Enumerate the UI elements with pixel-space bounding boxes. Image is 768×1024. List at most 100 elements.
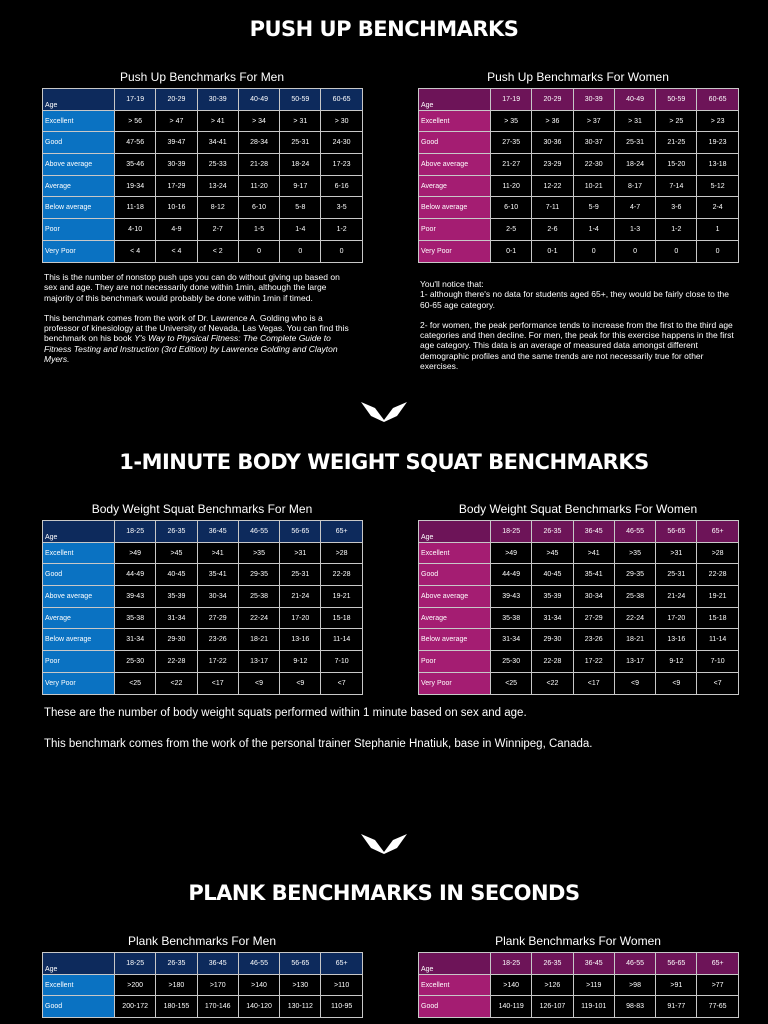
age-group-cell: 26-35 [531,520,574,543]
benchmark-cell: < 2 [196,239,239,263]
table-row: Poor 25-30 22-28 17-22 13-17 9-12 7-10 [42,650,363,673]
age-group-cell: 46-55 [237,520,281,543]
rating-label: Poor [418,218,491,241]
pushup-left-para-2-plain: This benchmark comes from the work of Dr… [44,312,349,344]
age-group-cell: 56-65 [279,952,322,975]
age-group-cell: 17-19 [113,88,157,111]
rating-label: Good [418,563,491,587]
benchmark-cell: 22-24 [613,606,657,630]
benchmark-cell: 35-38 [113,606,157,630]
table-row: Average 35-38 31-34 27-29 22-24 17-20 15-18 [418,606,739,630]
rating-label: Excellent [418,541,491,565]
age-group-cell: 60-65 [320,88,363,111]
benchmark-cell: >140 [237,973,281,997]
table-row: Excellent >49 >45 >41 >35 >31 >28 [418,541,739,565]
benchmark-cell: > 56 [113,109,157,133]
table-row: Excellent >49 >45 >41 >35 >31 >28 [42,541,363,565]
benchmark-cell: 9-12 [655,650,698,673]
benchmark-cell: >31 [655,541,698,565]
benchmark-cell: 28-34 [237,131,281,155]
benchmark-cell: 31-34 [531,606,574,630]
benchmark-cell: 13-24 [196,174,239,198]
rating-label: Above average [42,585,115,608]
benchmark-cell: 0 [572,239,615,263]
benchmark-cell: 140-119 [489,995,533,1019]
benchmark-cell: 11-18 [113,196,157,220]
benchmark-cell: > 35 [489,109,533,133]
benchmark-cell: >41 [196,541,239,565]
benchmark-cell: 22-30 [572,153,615,176]
age-group-cell: 50-59 [279,88,322,111]
age-group-cell: 50-59 [655,88,698,111]
age-label: Age [42,88,115,111]
plank-men-caption: Plank Benchmarks For Men [127,934,277,948]
squat-title: 1-MINUTE BODY WEIGHT SQUAT BENCHMARKS [119,450,649,474]
benchmark-cell: 2-7 [196,218,239,241]
pushup-right-para-1: You'll notice that: [420,279,484,289]
benchmark-cell: 27-29 [572,606,615,630]
benchmark-cell: 1-2 [655,218,698,241]
benchmark-cell: 24-30 [320,131,363,155]
benchmark-cell: > 31 [613,109,657,133]
rating-label: Excellent [42,541,115,565]
rating-label: Below average [418,628,491,652]
table-row: Good 47-56 39-47 34-41 28-34 25-31 24-30 [42,131,363,155]
rating-label: Good [418,995,491,1019]
benchmark-cell: >31 [279,541,322,565]
benchmark-cell: 35-41 [572,563,615,587]
table-row: Below average 31-34 29-30 23-26 18-21 13-16 11… [418,628,739,652]
table-row: Very Poor <25 <22 <17 <9 <9 <7 [418,671,739,695]
table-row: Below average 11-18 10-16 8-12 6-10 5-8 3-5 [42,196,363,220]
chevron-logo-icon [361,402,407,422]
benchmark-cell: 11-20 [489,174,533,198]
benchmark-cell: <9 [613,671,657,695]
rating-label: Good [42,563,115,587]
rating-label: Good [42,131,115,155]
benchmark-cell: 21-24 [655,585,698,608]
benchmark-cell: > 25 [655,109,698,133]
benchmark-cell: 11-20 [237,174,281,198]
table-row: Average 19-34 17-29 13-24 11-20 9-17 6-16 [42,174,363,198]
benchmark-cell: 13-18 [696,153,739,176]
benchmark-cell: 29-30 [155,628,198,652]
benchmark-cell: 35-39 [531,585,574,608]
benchmark-cell: >77 [696,973,739,997]
benchmark-cell: 1-2 [320,218,363,241]
benchmark-cell: 23-29 [531,153,574,176]
benchmark-cell: 13-16 [279,628,322,652]
benchmark-cell: 31-34 [155,606,198,630]
table-row: Poor 2-5 2-6 1-4 1-3 1-2 1 [418,218,739,241]
benchmark-cell: 119-101 [572,995,615,1019]
benchmark-cell: 7-14 [655,174,698,198]
benchmark-cell: >126 [531,973,574,997]
benchmark-cell: 21-25 [655,131,698,155]
table-row: Good 140-119 126-107 119-101 98-83 91-77 77-65 [418,995,739,1019]
benchmark-cell: 18-21 [613,628,657,652]
pushup-left-para-1: This is the number of nonstop push ups y… [44,272,340,303]
rating-label: Below average [42,628,115,652]
benchmark-cell: >119 [572,973,615,997]
benchmark-cell: 39-47 [155,131,198,155]
benchmark-cell: <22 [531,671,574,695]
benchmark-cell: 11-14 [320,628,363,652]
rating-label: Good [42,995,115,1019]
benchmark-cell: 5-9 [572,196,615,220]
plank-women-caption: Plank Benchmarks For Women [495,934,661,948]
benchmark-cell: 39-43 [489,585,533,608]
benchmark-cell: 0-1 [531,239,574,263]
benchmark-cell: 30-37 [572,131,615,155]
age-label: Age [42,520,115,543]
squat-men-caption: Body Weight Squat Benchmarks For Men [91,502,313,516]
benchmark-cell: <25 [113,671,157,695]
benchmark-cell: >110 [320,973,363,997]
benchmark-cell: > 31 [279,109,322,133]
age-label: Age [418,952,491,975]
benchmark-cell: 19-21 [320,585,363,608]
benchmark-cell: 7-10 [320,650,363,673]
benchmark-cell: 13-16 [655,628,698,652]
benchmark-cell: >45 [155,541,198,565]
rating-label: Good [418,131,491,155]
benchmark-cell: 8-17 [613,174,657,198]
benchmark-cell: 9-12 [279,650,322,673]
benchmark-cell: 91-77 [655,995,698,1019]
